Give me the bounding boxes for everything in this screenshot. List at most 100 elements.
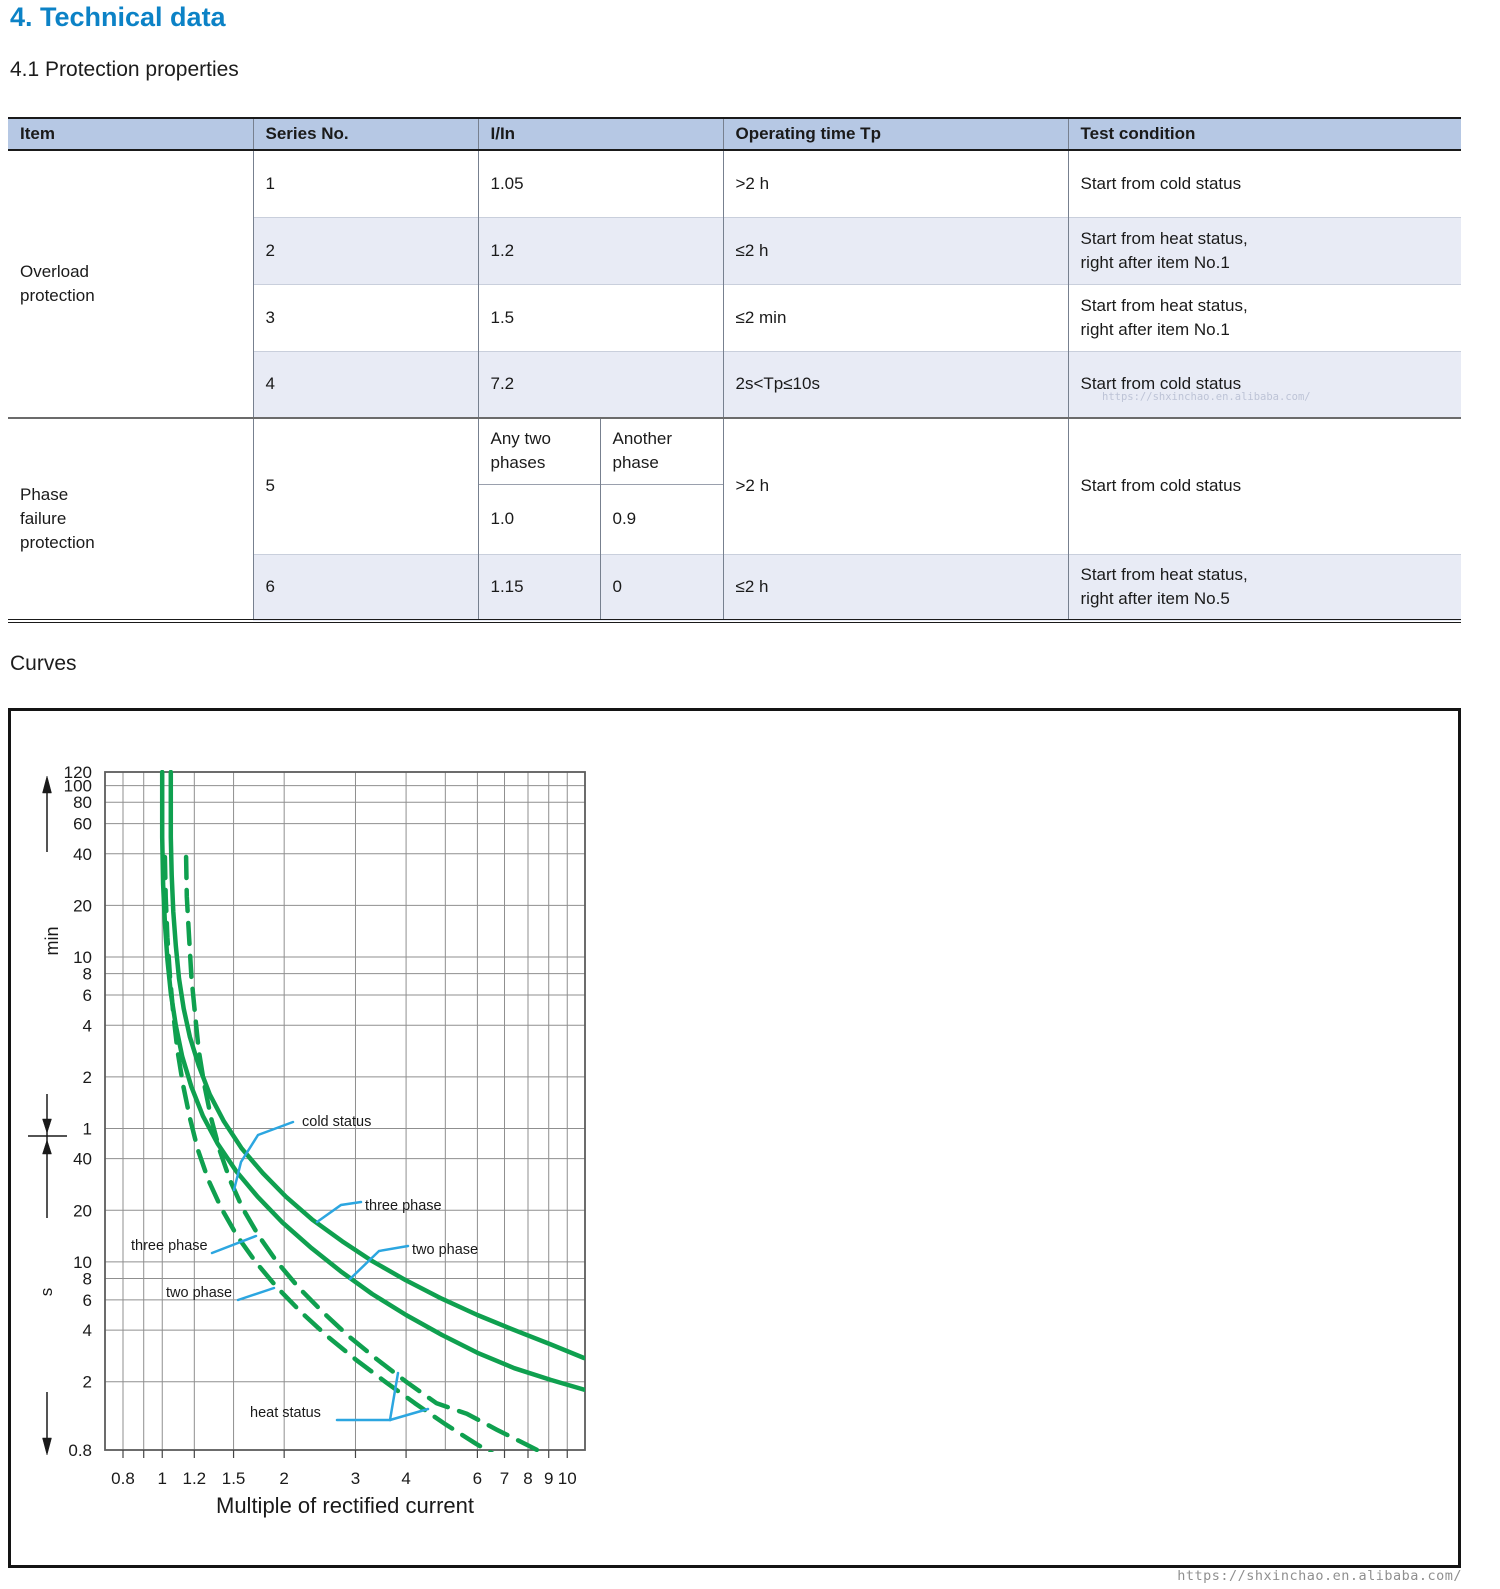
annotation-three-phase-heat: three phase	[131, 1238, 208, 1254]
y-tick-label: 0.8	[68, 1441, 92, 1460]
x-tick-label: 3	[351, 1469, 360, 1488]
leader-heat-status	[388, 1407, 430, 1422]
table-row: Overload protection 1 1.05 >2 h Start fr…	[8, 150, 1461, 305]
y-tick-label: 4	[83, 1016, 92, 1035]
y-tick-label: 2	[83, 1373, 92, 1392]
cell-test: Start from heat status, right after item…	[1067, 554, 1461, 621]
cell-test: Start from heat status, right after item…	[1067, 217, 1461, 284]
y-tick-label: 120	[64, 763, 92, 782]
cell-series: 4	[252, 351, 478, 418]
cell-any-two-value: 1.15	[477, 554, 600, 621]
col-header-test-condition: Test condition	[1067, 118, 1461, 151]
cell-test: Start from cold status	[1067, 351, 1461, 418]
cell-operating: ≤2 h	[722, 554, 1068, 621]
cell-series: 5	[252, 418, 478, 554]
y-tick-label: 40	[73, 1150, 92, 1169]
table-header-row: Item Series No. I/In Operating time Tp T…	[8, 118, 1461, 151]
table-row: 6 1.15 0 ≤2 h Start from heat status, ri…	[8, 554, 1461, 621]
x-tick-label: 10	[558, 1469, 577, 1488]
x-tick-label: 0.8	[111, 1469, 135, 1488]
cell-series: 3	[252, 284, 478, 351]
subheader-any-two-phases: Any two phases	[477, 418, 600, 484]
curve-heat-status-two-phase	[162, 854, 495, 1452]
y-tick-label: 10	[73, 948, 92, 967]
y-tick-label: 2	[83, 1068, 92, 1087]
y-tick-label: 10	[73, 1253, 92, 1272]
x-axis-ticks	[122, 1450, 568, 1458]
axis-arrows	[28, 775, 67, 1456]
col-header-operating-time: Operating time Tp	[722, 118, 1068, 151]
cell-operating: ≤2 min	[722, 284, 1068, 351]
cell-another-value: 0	[599, 554, 723, 621]
cell-operating: 2s<Tp≤10s	[722, 351, 1068, 418]
col-header-item: Item	[8, 118, 253, 151]
curve-cold-status-two-phase	[159, 770, 585, 1392]
cell-test: Start from cold status	[1067, 418, 1461, 554]
group-label-overload: Overload protection	[20, 262, 95, 305]
leader-two-phase-heat	[236, 1286, 276, 1302]
page-title: 4. Technical data	[10, 2, 226, 32]
col-header-series: Series No.	[252, 118, 478, 151]
table-row: 4 7.2 2s<Tp≤10s Start from cold status	[8, 351, 1461, 418]
y-tick-label: 8	[83, 965, 92, 984]
x-tick-label: 1	[158, 1469, 167, 1488]
cell-i-in: 1.05	[477, 150, 723, 217]
x-tick-label: 7	[500, 1469, 509, 1488]
y-tick-label: 60	[73, 815, 92, 834]
annotation-cold-status: cold status	[302, 1114, 371, 1130]
cell-any-two-value: 1.0	[477, 484, 600, 554]
annotation-heat-status: heat status	[250, 1405, 321, 1421]
y-tick-label: 1	[83, 1119, 92, 1138]
plot-border	[104, 771, 586, 1451]
cell-operating: >2 h	[722, 150, 1068, 217]
x-tick-label: 9	[544, 1469, 553, 1488]
cell-test: Start from heat status, right after item…	[1067, 284, 1461, 351]
y-tick-label: 80	[73, 793, 92, 812]
table-row: Phase failure protection 5 Any two phase…	[8, 418, 1461, 554]
leader-three-phase-heat	[210, 1234, 258, 1255]
cell-series: 6	[252, 554, 478, 621]
cell-series: 1	[252, 150, 478, 217]
col-header-i-in: I/In	[477, 118, 723, 151]
x-tick-label: 2	[279, 1469, 288, 1488]
cell-operating: ≤2 h	[722, 217, 1068, 284]
annotation-two-phase-cold: two phase	[412, 1242, 478, 1258]
cell-i-in: 1.5	[477, 284, 723, 351]
table-row: 3 1.5 ≤2 min Start from heat status, rig…	[8, 284, 1461, 351]
cell-i-in: 1.2	[477, 217, 723, 284]
watermark-url: https://shxinchao.en.alibaba.com/	[1177, 1568, 1462, 1584]
y-tick-label: 100	[64, 777, 92, 796]
group-label-phase-failure: Phase failure protection	[20, 485, 95, 552]
watermark-faint: https://shxinchao.en.alibaba.com/	[1102, 391, 1311, 403]
curve-heat-status-three-phase	[183, 854, 546, 1452]
curves-heading: Curves	[10, 652, 77, 675]
table-row: 2 1.2 ≤2 h Start from heat status, right…	[8, 217, 1461, 284]
x-tick-label: 6	[473, 1469, 482, 1488]
x-tick-label: 4	[401, 1469, 410, 1488]
y-tick-label: 20	[73, 1201, 92, 1220]
leader-three-phase-cold	[315, 1200, 363, 1224]
curve-cold-status-three-phase	[168, 770, 585, 1361]
cell-series: 2	[252, 217, 478, 284]
y-tick-label: 40	[73, 845, 92, 864]
x-tick-label: 1.5	[222, 1469, 246, 1488]
annotation-two-phase-heat: two phase	[166, 1285, 232, 1301]
cell-operating: >2 h	[722, 418, 1068, 554]
y-unit-min: min	[42, 926, 62, 955]
x-tick-label: 1.2	[182, 1469, 206, 1488]
y-tick-label: 4	[83, 1321, 92, 1340]
protection-properties-table: Item Series No. I/In Operating time Tp T…	[8, 117, 1461, 623]
trip-curves-chart: 0.8 1 1.2 1.5 2 3 4 6 7 8 9 10120100806040201086421…	[8, 708, 1461, 1568]
y-tick-label: 20	[73, 896, 92, 915]
leader-two-phase-cold	[348, 1244, 410, 1281]
leader-cold-status	[232, 1120, 295, 1192]
y-tick-label: 6	[83, 986, 92, 1005]
y-tick-label: 6	[83, 1291, 92, 1310]
annotation-three-phase-cold: three phase	[365, 1198, 442, 1214]
x-axis-label: Multiple of rectified current	[216, 1493, 474, 1518]
chart-frame	[8, 708, 1461, 1568]
x-tick-label: 8	[523, 1469, 532, 1488]
y-unit-s: s	[37, 1288, 56, 1297]
cell-test: Start from cold status	[1067, 150, 1461, 217]
